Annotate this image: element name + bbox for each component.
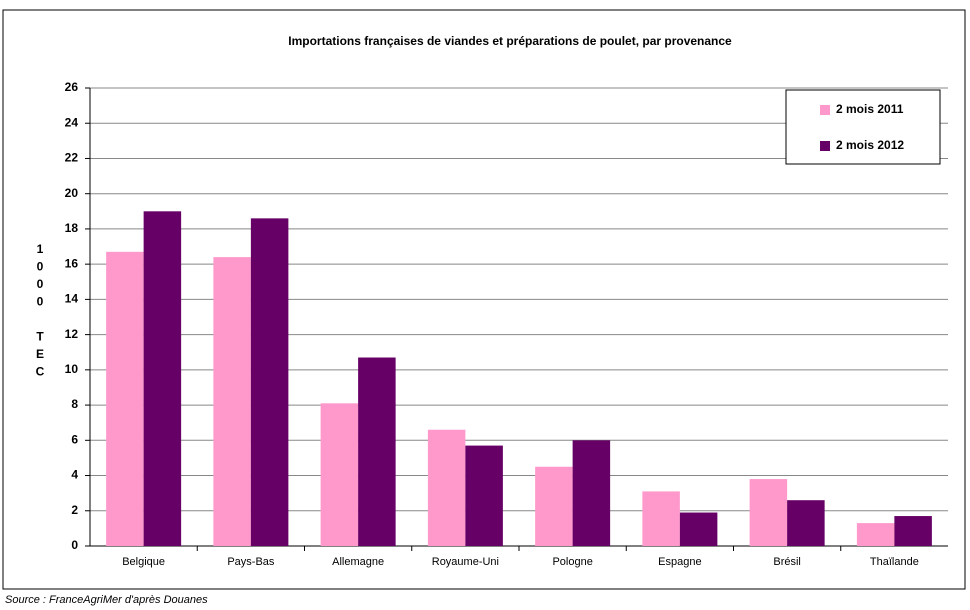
y-tick-label: 2	[71, 503, 78, 517]
x-tick-label: Espagne	[658, 556, 701, 568]
y-tick-label: 16	[65, 256, 79, 270]
y-tick-label: 10	[65, 362, 79, 376]
y-tick-label: 20	[65, 186, 79, 200]
x-tick-label: Belgique	[122, 556, 165, 568]
bar	[535, 466, 573, 546]
chart-title: Importations françaises de viandes et pr…	[288, 34, 732, 48]
x-tick-label: Pays-Bas	[227, 556, 275, 568]
bar	[143, 211, 182, 547]
bar	[106, 251, 144, 547]
bar	[572, 440, 611, 546]
x-tick-label: Royaume-Uni	[432, 556, 499, 568]
x-tick-label: Thaïlande	[870, 556, 919, 568]
x-tick-label: Brésil	[773, 556, 801, 568]
legend-label: 2 mois 2012	[836, 138, 904, 152]
bar	[427, 429, 466, 546]
x-tick-label: Allemagne	[332, 556, 384, 568]
y-tick-label: 12	[65, 327, 79, 341]
legend-swatch	[820, 105, 830, 115]
bar	[749, 479, 788, 546]
y-tick-label: 26	[65, 80, 79, 94]
bar	[213, 257, 251, 546]
legend-box	[785, 89, 941, 165]
bar	[358, 357, 396, 546]
y-tick-label: 18	[65, 221, 79, 235]
x-tick-label: Pologne	[552, 556, 592, 568]
legend-label: 2 mois 2011	[836, 102, 904, 116]
bar	[679, 512, 718, 546]
bar	[465, 445, 503, 546]
y-tick-label: 8	[71, 397, 78, 411]
y-tick-label: 14	[65, 292, 79, 306]
bar	[894, 516, 932, 546]
y-tick-label: 24	[65, 115, 79, 129]
source: Source : FranceAgriMer d'après Douanes	[5, 594, 208, 606]
bar	[250, 218, 289, 546]
bar	[320, 403, 359, 546]
y-tick-label: 22	[65, 151, 79, 165]
bar	[642, 491, 680, 546]
y-tick-label: 4	[71, 468, 78, 482]
y-tick-label: 0	[71, 538, 78, 552]
bar	[787, 500, 825, 546]
y-tick-label: 6	[71, 432, 78, 446]
bar	[856, 523, 895, 546]
legend-swatch	[820, 141, 830, 151]
chart-border	[2, 9, 966, 590]
